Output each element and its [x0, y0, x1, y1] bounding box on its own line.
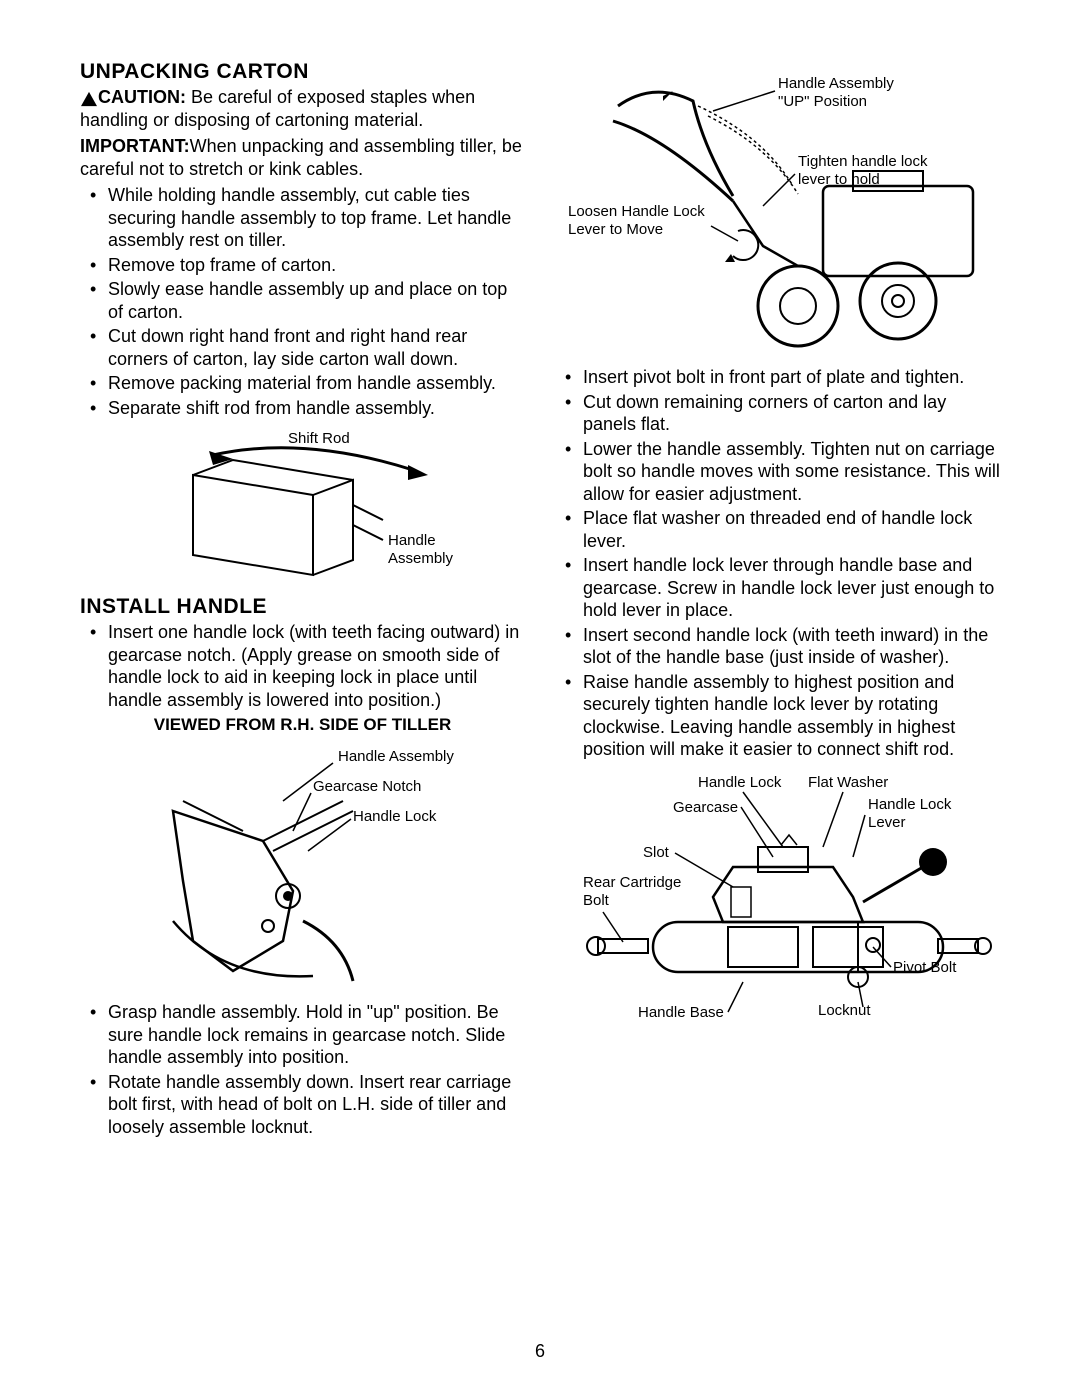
page-number: 6	[0, 1341, 1080, 1362]
important-label: IMPORTANT:	[80, 136, 190, 156]
fig-label: Handle Lock	[353, 808, 437, 825]
bullet-item: Grasp handle assembly. Hold in "up" posi…	[80, 1001, 525, 1069]
fig-label: Bolt	[583, 892, 610, 909]
fig-label: Lever to Move	[568, 221, 663, 238]
bullet-item: Separate shift rod from handle assembly.	[80, 397, 525, 420]
fig-label: Gearcase Notch	[313, 778, 421, 795]
fig-label: Tighten handle lock	[798, 153, 928, 170]
fig-label-assembly: Assembly	[388, 550, 453, 567]
fig-label: Handle Assembly	[338, 748, 454, 765]
fig-label: Loosen Handle Lock	[568, 203, 705, 220]
manual-page: UNPACKING CARTON CAUTION: Be careful of …	[0, 0, 1080, 1392]
left-column: UNPACKING CARTON CAUTION: Be careful of …	[80, 60, 525, 1142]
bullet-item: Raise handle assembly to highest positio…	[555, 671, 1000, 761]
bullet-item: Insert one handle lock (with teeth facin…	[80, 621, 525, 711]
bullet-item: Remove packing material from handle asse…	[80, 372, 525, 395]
fig-label: Slot	[643, 844, 670, 861]
bullet-item: While holding handle assembly, cut cable…	[80, 184, 525, 252]
fig-label: Handle Assembly	[778, 75, 894, 92]
bullet-item: Slowly ease handle assembly up and place…	[80, 278, 525, 323]
shift-rod-figure: Shift Rod Handle Assembly	[153, 425, 453, 585]
bullet-item: Remove top frame of carton.	[80, 254, 525, 277]
fig-label: Lever	[868, 814, 906, 831]
heading-unpacking: UNPACKING CARTON	[80, 60, 525, 84]
bullet-item: Place flat washer on threaded end of han…	[555, 507, 1000, 552]
install-bullets-1: Insert one handle lock (with teeth facin…	[80, 621, 525, 711]
install-bullets-2: Grasp handle assembly. Hold in "up" posi…	[80, 1001, 525, 1138]
fig-label: Handle Lock	[868, 796, 952, 813]
bullet-item: Cut down right hand front and right hand…	[80, 325, 525, 370]
bullet-item: Cut down remaining corners of carton and…	[555, 391, 1000, 436]
fig-label: Flat Washer	[808, 774, 888, 791]
bullet-item: Insert handle lock lever through handle …	[555, 554, 1000, 622]
warning-triangle-icon	[80, 91, 98, 107]
handle-base-figure: Handle Lock Flat Washer Gearcase Handle …	[563, 767, 993, 1047]
unpacking-bullets: While holding handle assembly, cut cable…	[80, 184, 525, 419]
bullet-item: Lower the handle assembly. Tighten nut o…	[555, 438, 1000, 506]
fig-label: Handle Base	[638, 1004, 724, 1021]
two-column-layout: UNPACKING CARTON CAUTION: Be careful of …	[80, 60, 1000, 1142]
fig-label-shift-rod: Shift Rod	[288, 430, 350, 447]
important-paragraph: IMPORTANT:When unpacking and assembling …	[80, 135, 525, 180]
gearcase-figure: Handle Assembly Gearcase Notch Handle Lo…	[143, 741, 463, 991]
fig-label: Gearcase	[673, 799, 738, 816]
tiller-up-figure: Handle Assembly "UP" Position Tighten ha…	[563, 66, 993, 356]
fig2-caption: VIEWED FROM R.H. SIDE OF TILLER	[80, 715, 525, 735]
fig-label: Rear Cartridge	[583, 874, 681, 891]
fig-label: Locknut	[818, 1002, 871, 1019]
right-bullets: Insert pivot bolt in front part of plate…	[555, 366, 1000, 761]
fig-label: Pivot Bolt	[893, 959, 957, 976]
fig-label: "UP" Position	[778, 93, 867, 110]
caution-label: CAUTION:	[98, 87, 186, 107]
heading-install-handle: INSTALL HANDLE	[80, 595, 525, 619]
fig-label: Handle Lock	[698, 774, 782, 791]
fig-label-handle: Handle	[388, 532, 436, 549]
right-column: Handle Assembly "UP" Position Tighten ha…	[555, 60, 1000, 1142]
bullet-item: Rotate handle assembly down. Insert rear…	[80, 1071, 525, 1139]
bullet-item: Insert second handle lock (with teeth in…	[555, 624, 1000, 669]
caution-paragraph: CAUTION: Be careful of exposed staples w…	[80, 86, 525, 131]
bullet-item: Insert pivot bolt in front part of plate…	[555, 366, 1000, 389]
